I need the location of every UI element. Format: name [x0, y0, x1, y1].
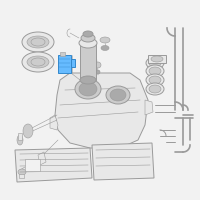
Ellipse shape [110, 89, 126, 101]
Ellipse shape [81, 34, 95, 42]
Bar [71, 59, 75, 67]
Ellipse shape [75, 79, 101, 99]
Ellipse shape [151, 56, 163, 62]
Polygon shape [92, 143, 154, 180]
Ellipse shape [17, 135, 23, 145]
Ellipse shape [83, 31, 93, 37]
Ellipse shape [146, 57, 164, 69]
Bar [25, 159, 40, 171]
Ellipse shape [146, 74, 164, 86]
Ellipse shape [146, 83, 164, 95]
Polygon shape [145, 100, 153, 115]
Ellipse shape [96, 70, 100, 74]
Bar [19, 174, 24, 178]
Bar [60, 52, 65, 56]
Ellipse shape [22, 52, 54, 72]
Ellipse shape [106, 86, 130, 104]
Ellipse shape [149, 85, 161, 93]
Bar [80, 43, 96, 80]
Ellipse shape [80, 39, 96, 47]
Ellipse shape [79, 38, 97, 48]
Ellipse shape [146, 65, 164, 77]
Polygon shape [38, 152, 46, 165]
Ellipse shape [27, 56, 49, 68]
Bar [148, 55, 166, 63]
Ellipse shape [101, 46, 109, 50]
Ellipse shape [22, 32, 54, 52]
Ellipse shape [149, 67, 161, 75]
Ellipse shape [79, 82, 97, 96]
Polygon shape [15, 148, 92, 182]
Ellipse shape [100, 37, 110, 43]
Ellipse shape [149, 76, 161, 84]
Ellipse shape [27, 36, 49, 48]
Ellipse shape [18, 169, 26, 175]
Polygon shape [55, 73, 148, 148]
Ellipse shape [23, 124, 33, 138]
Bar [18, 133, 22, 140]
Ellipse shape [80, 76, 96, 84]
Polygon shape [50, 115, 58, 130]
Bar [58, 55, 71, 73]
Ellipse shape [95, 62, 101, 68]
Ellipse shape [149, 59, 161, 67]
